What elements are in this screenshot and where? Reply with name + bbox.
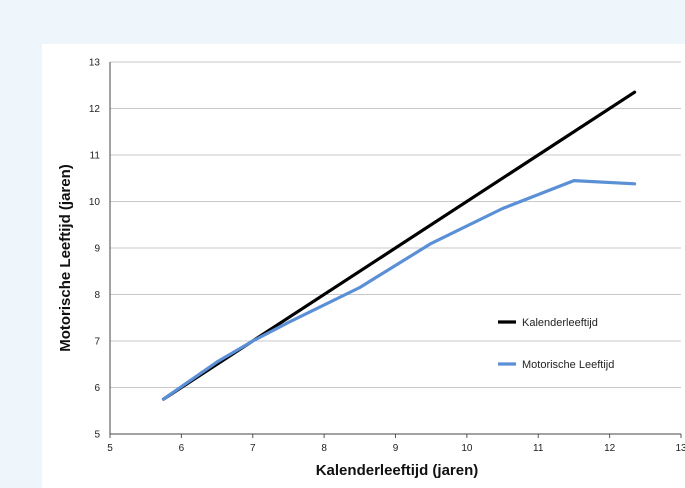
legend-label-motorische-leeftijd: Motorische Leeftijd (522, 359, 614, 371)
x-tick-label: 9 (393, 443, 399, 454)
series-line-motorische-leeftijd (161, 179, 637, 401)
x-tick-label: 8 (321, 443, 327, 454)
y-axis-title: Motorische Leeftijd (jaren) (57, 164, 74, 352)
y-tick-label: 13 (89, 58, 101, 69)
legend-label-kalenderleeftijd: Kalenderleeftijd (522, 317, 598, 329)
x-tick-label: 7 (250, 443, 256, 454)
x-axis-title: Kalenderleeftijd (jaren) (316, 462, 479, 479)
y-tick-label: 9 (94, 244, 100, 255)
chart-panel (42, 44, 685, 488)
y-tick-label: 10 (89, 197, 101, 208)
x-tick-label: 13 (675, 443, 685, 454)
y-tick-label: 5 (94, 430, 100, 441)
x-tick-label: 5 (107, 443, 113, 454)
y-tick-label: 12 (89, 104, 101, 115)
y-tick-label: 8 (94, 290, 100, 301)
x-tick-label: 11 (533, 443, 544, 454)
y-tick-label: 6 (94, 383, 100, 394)
y-tick-label: 7 (94, 337, 100, 348)
x-tick-label: 12 (604, 443, 616, 454)
y-tick-label: 11 (90, 151, 101, 162)
x-tick-label: 6 (179, 443, 185, 454)
x-tick-label: 10 (461, 443, 473, 454)
